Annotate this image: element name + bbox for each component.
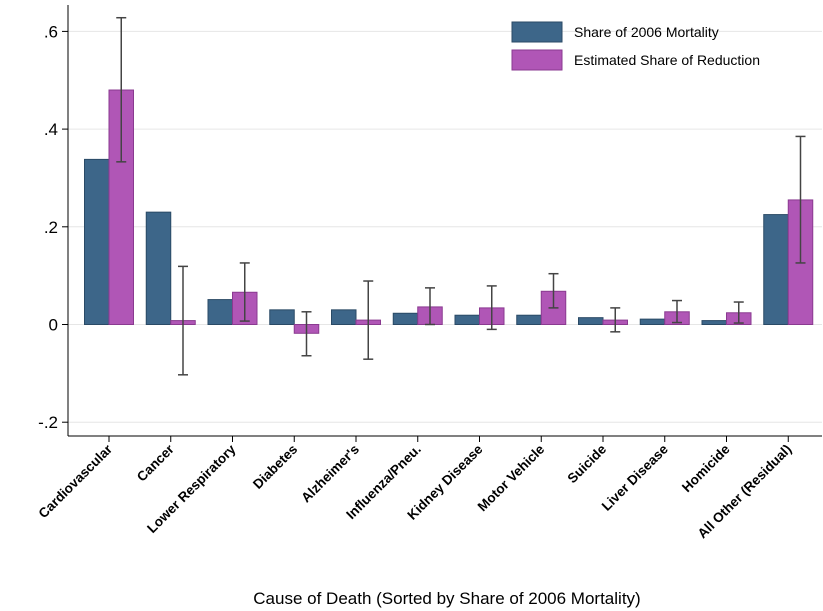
x-axis-title: Cause of Death (Sorted by Share of 2006 … xyxy=(253,589,640,608)
legend-swatch xyxy=(511,21,563,43)
bar-share-2006-mortality xyxy=(454,314,480,326)
bar-share-2006-mortality xyxy=(763,214,789,325)
x-category-label: Diabetes xyxy=(250,442,300,492)
error-bar xyxy=(301,311,312,357)
bar-share-2006-mortality xyxy=(84,158,110,325)
error-bar xyxy=(672,299,682,324)
x-category-label: Motor Vehicle xyxy=(475,441,548,514)
y-tick-label: -.2 xyxy=(38,413,58,432)
bar-share-2006-mortality xyxy=(331,309,357,326)
legend-item-estimated-share-reduction: Estimated Share of Reduction xyxy=(511,49,760,71)
bar-share-2006-mortality xyxy=(516,314,542,326)
legend-swatch xyxy=(511,49,563,71)
bar-share-2006-mortality xyxy=(392,312,419,325)
bar-share-2006-mortality xyxy=(145,211,172,326)
legend-label: Share of 2006 Mortality xyxy=(574,24,719,40)
bar-share-2006-mortality xyxy=(269,309,295,326)
error-bar xyxy=(425,287,435,326)
error-bar xyxy=(363,280,374,360)
x-category-label: Suicide xyxy=(565,441,610,486)
error-bar xyxy=(610,307,621,333)
axes xyxy=(62,5,822,442)
error-bars xyxy=(116,16,806,376)
error-bar xyxy=(486,285,497,331)
error-bar xyxy=(116,16,127,163)
legend: Share of 2006 Mortality Estimated Share o… xyxy=(511,21,760,71)
x-category-label: Homicide xyxy=(679,441,733,495)
error-bar xyxy=(733,301,744,324)
error-bar xyxy=(795,135,806,264)
x-category-label: Cancer xyxy=(134,441,178,485)
bar-share-2006-mortality xyxy=(207,299,233,325)
bar-share-2006-mortality xyxy=(639,318,666,325)
grid-lines xyxy=(68,30,822,423)
x-category-label: Liver Disease xyxy=(599,441,672,514)
error-bar xyxy=(239,262,250,322)
error-bar xyxy=(548,272,559,309)
bar-share-2006-mortality xyxy=(578,317,604,326)
legend-label: Estimated Share of Reduction xyxy=(574,52,760,68)
y-tick-label: .2 xyxy=(44,218,58,237)
y-tick-label: .4 xyxy=(44,120,58,139)
bar-share-2006-mortality xyxy=(701,320,727,326)
legend-item-share-2006-mortality: Share of 2006 Mortality xyxy=(511,21,719,43)
y-tick-label: 0 xyxy=(49,316,58,335)
bars xyxy=(84,89,814,334)
y-tick-label: .6 xyxy=(44,22,58,41)
x-category-label: Alzheimer's xyxy=(298,442,362,506)
error-bar xyxy=(178,265,188,376)
x-category-label: Cardiovascular xyxy=(36,441,116,521)
